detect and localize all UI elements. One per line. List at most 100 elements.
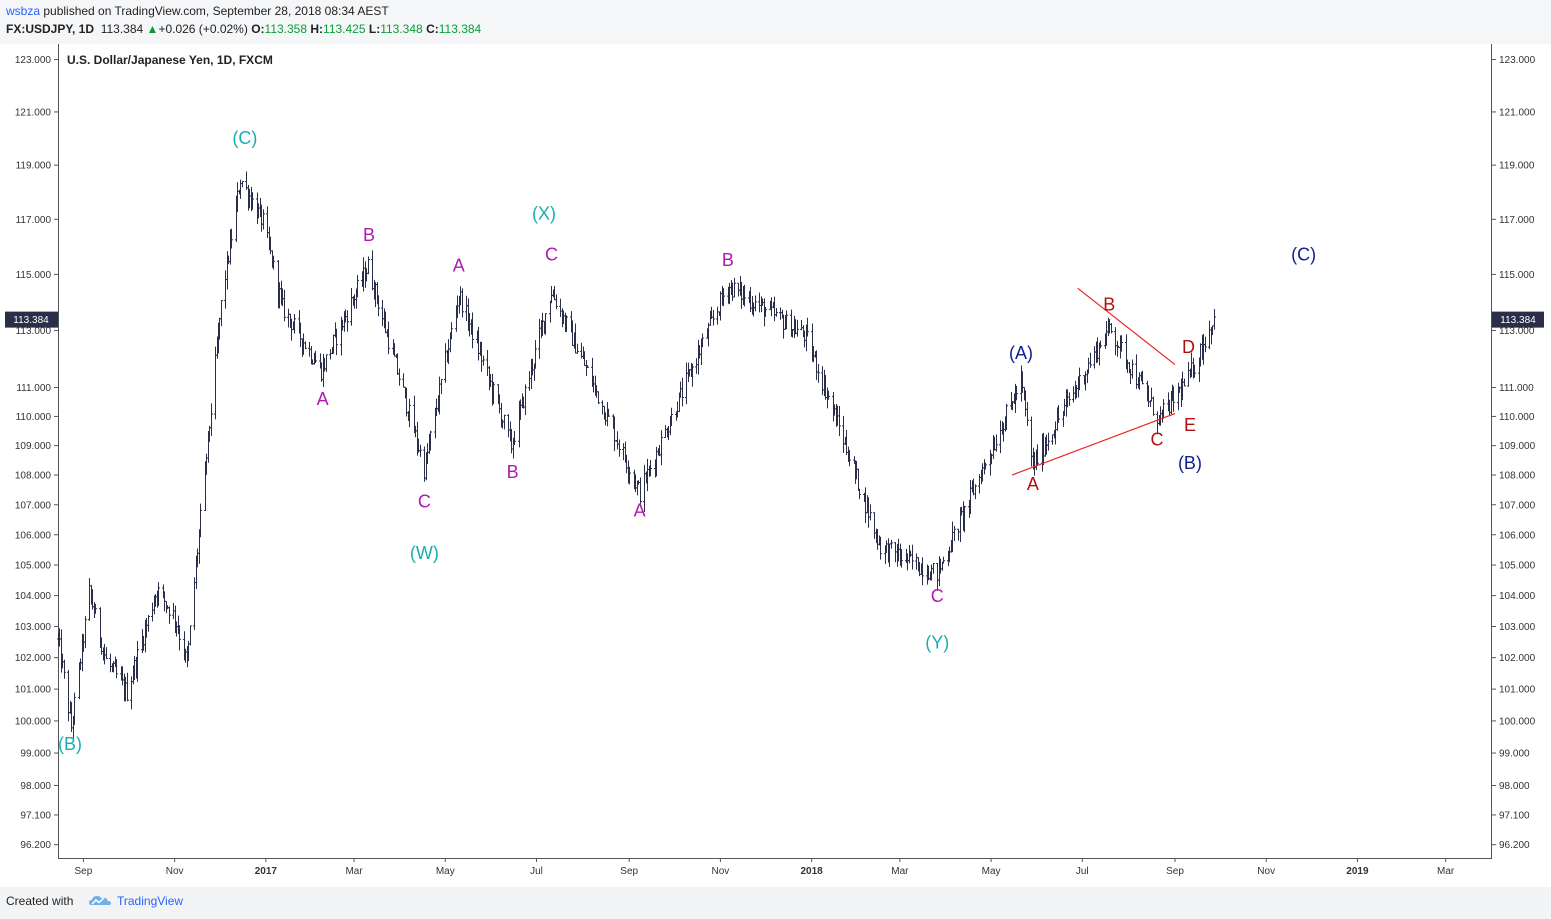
y-tick-label-right: 109.000 <box>1499 441 1536 452</box>
low-label: L: <box>368 22 381 36</box>
last-price-tag-right <box>1492 311 1544 328</box>
y-tick-label-right: 102.000 <box>1499 653 1536 664</box>
time-axis[interactable] <box>58 858 1492 887</box>
y-tick-label-left: 97.100 <box>20 810 51 821</box>
wave-label: E <box>1184 415 1196 435</box>
wave-label: B <box>1103 295 1115 315</box>
x-tick-label: 2019 <box>1346 866 1369 877</box>
wave-labels: (B) (C) A B C (W) A B (X) C A B C (Y) (A) A B C D E (B) (C) <box>58 128 1316 754</box>
wave-label: (C) <box>1291 245 1316 265</box>
x-tick-label: 2017 <box>255 866 278 877</box>
wave-label: (B) <box>1178 453 1202 473</box>
y-tick-label-right: 108.000 <box>1499 471 1536 482</box>
wave-label: (X) <box>532 203 556 223</box>
x-tick-label: May <box>436 866 455 877</box>
left-tick-labels: 123.000 121.000 119.000 117.000 115.000 113.0… <box>15 55 58 851</box>
y-tick-label-left: 110.000 <box>16 412 52 423</box>
ohlc-bars <box>57 171 1216 739</box>
trendline <box>1011 412 1176 476</box>
y-tick-label-left: 108.000 <box>15 471 52 482</box>
y-tick-label-right: 97.100 <box>1499 810 1530 821</box>
publisher-username[interactable]: wsbza <box>6 4 41 18</box>
wave-label: B <box>363 225 375 245</box>
wave-label: (B) <box>58 734 82 754</box>
x-tick-label: Mar <box>345 866 363 877</box>
header: wsbza published on TradingView.com, Sept… <box>0 0 1551 44</box>
ohlc-line: FX:USDJPY, 1D 113.384 ▲+0.026 (+0.02%) O… <box>6 22 481 36</box>
x-tick-label: Nov <box>1257 866 1275 877</box>
wave-label: (A) <box>1009 343 1033 363</box>
wave-label: A <box>317 389 329 409</box>
left-price-axis[interactable] <box>0 44 58 887</box>
y-tick-label-right: 96.200 <box>1499 840 1530 851</box>
y-tick-label-left: 103.000 <box>15 622 52 633</box>
wave-label: (C) <box>232 128 257 148</box>
open-value: 113.358 <box>264 22 308 36</box>
y-tick-label-right: 115.000 <box>1499 270 1535 281</box>
y-tick-label-right: 101.000 <box>1499 685 1536 696</box>
y-tick-label-right: 98.000 <box>1499 781 1530 792</box>
y-tick-label-right: 123.000 <box>1499 55 1536 66</box>
y-tick-label-right: 121.000 <box>1499 107 1536 118</box>
open-label: O: <box>251 22 265 36</box>
x-tick-label: Jul <box>1076 866 1089 877</box>
y-tick-label-left: 113.000 <box>16 326 52 337</box>
wave-label: B <box>507 462 519 482</box>
y-tick-label-right: 119.000 <box>1499 161 1535 172</box>
tradingview-cloud-icon[interactable] <box>88 892 112 908</box>
x-tick-label: Mar <box>1437 866 1455 877</box>
y-tick-label-left: 117.000 <box>16 215 52 226</box>
time-tick-labels: Sep Nov 2017 Mar May Jul Sep Nov 2018 Mar May Jul Se… <box>75 858 1455 877</box>
y-tick-label-left: 102.000 <box>15 653 52 664</box>
y-tick-label-right: 107.000 <box>1499 500 1536 511</box>
y-tick-label-left: 111.000 <box>16 383 51 394</box>
y-tick-label-left: 123.000 <box>15 55 52 66</box>
symbol-label: FX:USDJPY, 1D <box>6 22 95 36</box>
high-value: 113.425 <box>323 22 366 36</box>
x-tick-label: Sep <box>75 866 93 877</box>
up-arrow-icon: ▲ <box>146 22 159 36</box>
y-tick-label-right: 117.000 <box>1499 215 1535 226</box>
y-tick-label-left: 109.000 <box>15 441 52 452</box>
y-tick-label-left: 115.000 <box>16 270 52 281</box>
wave-label: A <box>634 501 646 521</box>
y-tick-label-right: 113.000 <box>1499 326 1535 337</box>
x-tick-label: 2018 <box>801 866 824 877</box>
high-label: H: <box>310 22 324 36</box>
wave-label: (Y) <box>925 632 949 652</box>
wave-label: D <box>1182 337 1195 357</box>
wave-label: C <box>931 586 944 606</box>
plot-area[interactable] <box>58 44 1492 858</box>
wave-label: A <box>453 256 465 276</box>
y-tick-label-right: 99.000 <box>1499 749 1530 760</box>
price-chart[interactable]: U.S. Dollar/Japanese Yen, 1D, FXCM 123.0… <box>0 44 1551 887</box>
chart-title: U.S. Dollar/Japanese Yen, 1D, FXCM <box>67 53 273 67</box>
y-tick-label-left: 105.000 <box>15 561 52 572</box>
x-tick-label: Sep <box>620 866 638 877</box>
close-value: 113.384 <box>438 22 482 36</box>
y-tick-label-left: 100.000 <box>15 716 52 727</box>
price-change: +0.026 (+0.02%) <box>158 22 248 36</box>
right-tick-labels: 123.000 121.000 119.000 117.000 115.000 113.0… <box>1492 55 1536 851</box>
y-tick-label-left: 106.000 <box>15 530 52 541</box>
tradingview-link[interactable]: TradingView <box>117 894 184 908</box>
publisher-line: wsbza published on TradingView.com, Sept… <box>6 4 389 18</box>
last-price-label-right: 113.384 <box>1500 315 1536 326</box>
y-tick-label-left: 119.000 <box>16 161 52 172</box>
right-price-axis[interactable] <box>1492 44 1551 887</box>
y-tick-label-right: 111.000 <box>1499 383 1534 394</box>
x-tick-label: May <box>982 866 1001 877</box>
y-tick-label-right: 103.000 <box>1499 622 1536 633</box>
y-tick-label-right: 105.000 <box>1499 561 1536 572</box>
x-tick-label: Jul <box>530 866 543 877</box>
y-tick-label-left: 96.200 <box>20 840 51 851</box>
x-tick-label: Mar <box>891 866 909 877</box>
low-value: 113.348 <box>380 22 423 36</box>
trendline <box>1077 287 1176 366</box>
x-tick-label: Nov <box>166 866 184 877</box>
y-tick-label-right: 104.000 <box>1499 591 1536 602</box>
x-tick-label: Nov <box>712 866 730 877</box>
footer: Created with TradingView <box>0 887 1551 919</box>
last-price-tag-left <box>5 311 58 328</box>
wave-label: (W) <box>410 543 439 563</box>
